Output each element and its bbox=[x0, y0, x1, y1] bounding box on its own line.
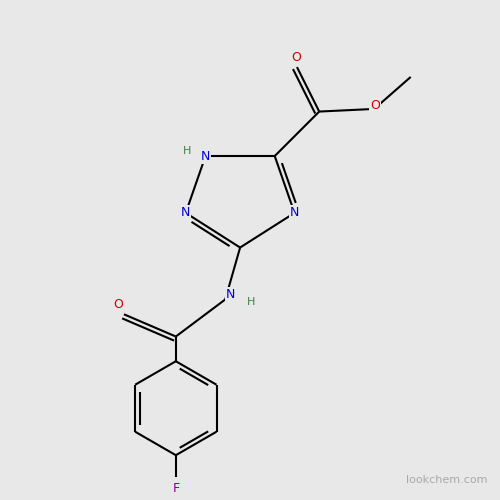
Text: O: O bbox=[291, 50, 301, 64]
Text: N: N bbox=[226, 288, 235, 301]
Text: N: N bbox=[201, 150, 210, 162]
Text: H: H bbox=[182, 146, 191, 156]
Text: O: O bbox=[113, 298, 123, 311]
Text: N: N bbox=[290, 206, 299, 220]
Text: H: H bbox=[247, 297, 255, 307]
Text: O: O bbox=[370, 98, 380, 112]
Text: N: N bbox=[181, 206, 190, 220]
Text: lookchem.com: lookchem.com bbox=[406, 475, 487, 485]
Text: F: F bbox=[172, 482, 180, 495]
